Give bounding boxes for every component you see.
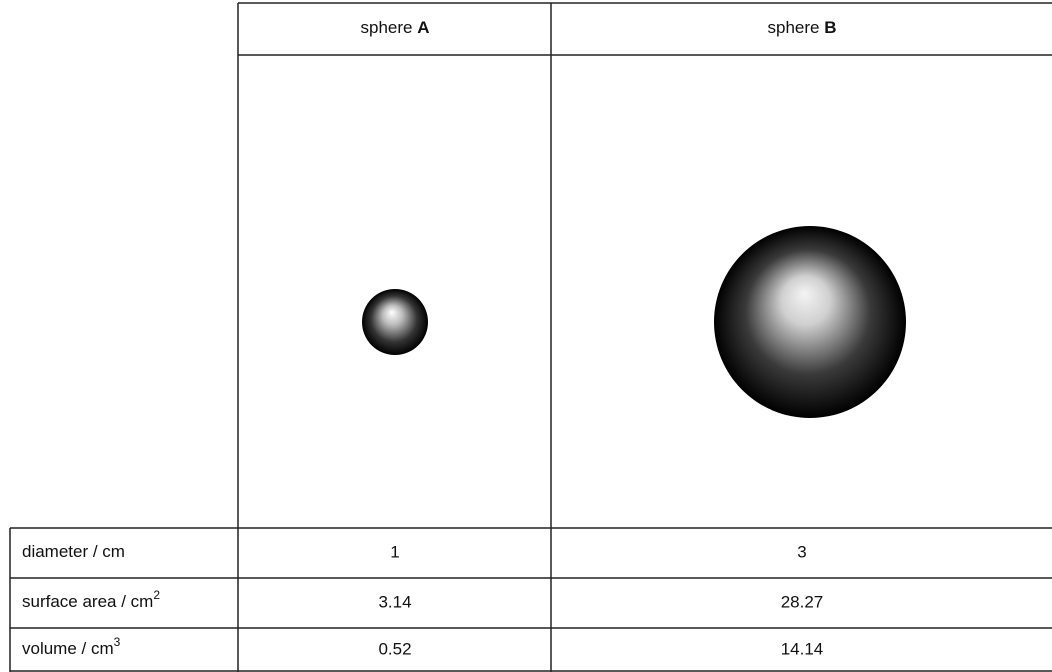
cell-value: 3 [797,542,806,561]
header-letter: A [417,18,429,37]
sphere-b [714,226,906,418]
row-label-text: surface area / cm [22,592,153,611]
column-header: sphere A [361,18,430,37]
cell-value: 14.14 [781,639,824,658]
row-label: diameter / cm [22,542,125,561]
row-label-text: diameter / cm [22,542,125,561]
header-prefix: sphere [768,18,825,37]
row-label: surface area / cm2 [22,588,160,611]
sphere-table: sphere A sphere B diameter / cm surface … [0,0,1052,672]
header-prefix: sphere [361,18,418,37]
row-label: volume / cm3 [22,635,121,658]
cell-value: 1 [390,542,399,561]
superscript: 3 [114,635,121,649]
cell-value: 0.52 [378,639,411,658]
sphere-a [362,289,428,355]
superscript: 2 [153,588,160,602]
header-letter: B [824,18,836,37]
cell-value: 28.27 [781,592,824,611]
cell-value: 3.14 [378,592,411,611]
column-header: sphere B [768,18,837,37]
page: sphere A sphere B diameter / cm surface … [0,0,1052,672]
row-label-text: volume / cm [22,639,114,658]
